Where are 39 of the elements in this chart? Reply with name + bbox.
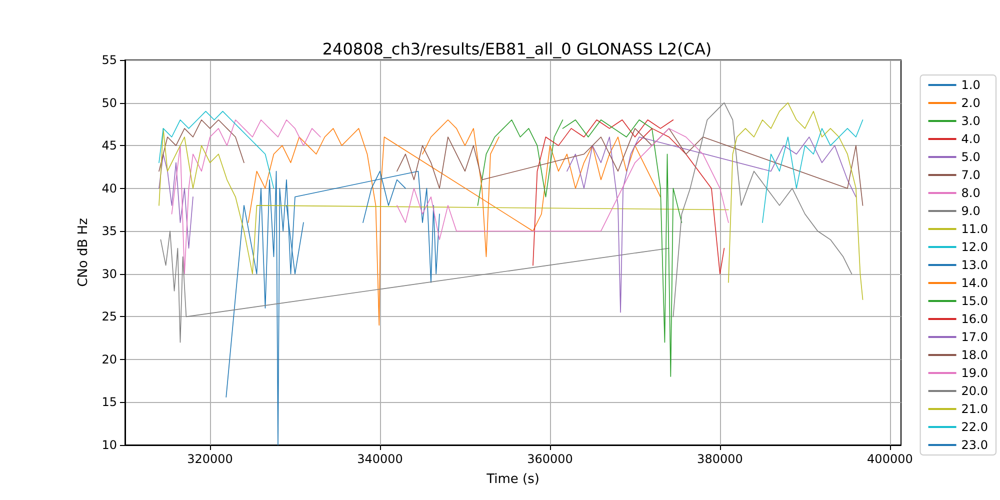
legend-label: 18.0 — [961, 348, 988, 362]
legend-label: 21.0 — [961, 402, 988, 416]
legend-label: 17.0 — [961, 330, 988, 344]
legend-label: 16.0 — [961, 312, 988, 326]
y-tick-label: 25 — [102, 310, 117, 324]
x-tick-label: 400000 — [867, 452, 913, 466]
y-tick-label: 10 — [102, 438, 117, 452]
y-tick-label: 55 — [102, 53, 117, 67]
x-axis-title: Time (s) — [486, 472, 540, 487]
y-tick-label: 50 — [102, 96, 117, 110]
chart-title: 240808_ch3/results/EB81_all_0 GLONASS L2(CA) — [322, 40, 712, 58]
legend-label: 5.0 — [961, 150, 980, 164]
y-tick-label: 40 — [102, 181, 117, 196]
legend-label: 20.0 — [961, 384, 988, 398]
legend-label: 2.0 — [961, 96, 980, 110]
legend-label: 11.0 — [961, 222, 988, 236]
legend-label: 1.0 — [961, 78, 980, 92]
x-tick-label: 340000 — [357, 452, 403, 466]
y-tick-label: 35 — [102, 224, 117, 238]
y-axis-title: CNo dB Hz — [76, 218, 91, 287]
legend-label: 22.0 — [961, 420, 988, 434]
y-tick-label: 30 — [102, 266, 117, 281]
legend-label: 12.0 — [961, 240, 988, 254]
legend-label: 3.0 — [961, 114, 980, 128]
y-tick-label: 45 — [102, 138, 117, 153]
x-tick-label: 380000 — [697, 452, 743, 466]
y-tick-label: 20 — [102, 352, 117, 366]
x-tick-label: 320000 — [187, 452, 233, 466]
legend-label: 15.0 — [961, 294, 988, 308]
legend-label: 4.0 — [961, 132, 980, 146]
legend-label: 8.0 — [961, 186, 980, 200]
legend-label: 9.0 — [961, 204, 980, 218]
legend-label: 23.0 — [961, 438, 988, 452]
x-tick-label: 360000 — [527, 452, 573, 466]
legend-label: 19.0 — [961, 366, 988, 380]
legend-label: 13.0 — [961, 258, 988, 272]
legend-label: 14.0 — [961, 276, 988, 290]
y-tick-label: 15 — [102, 395, 117, 410]
legend-label: 7.0 — [961, 168, 980, 182]
